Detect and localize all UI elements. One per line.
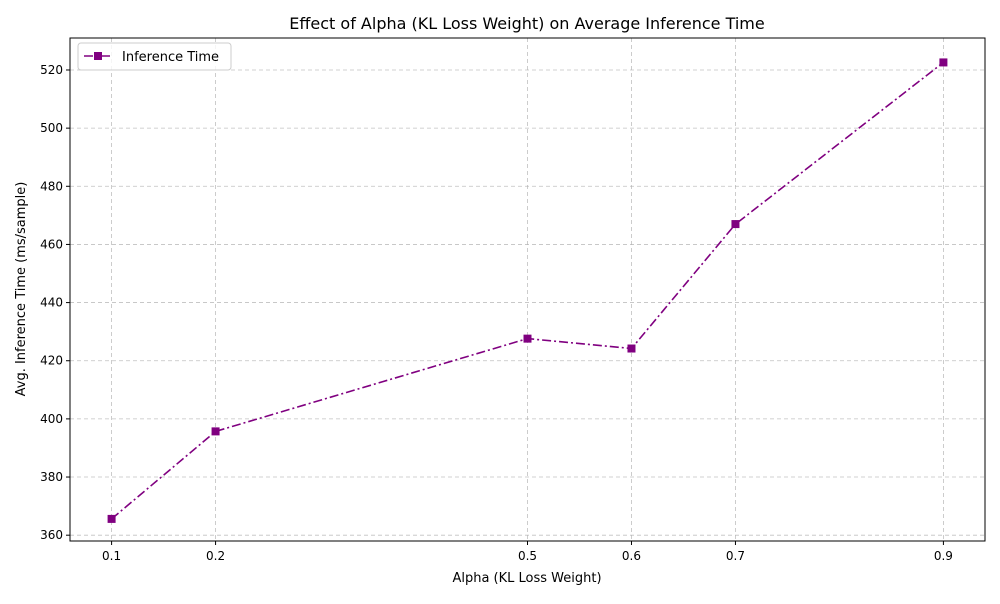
grid xyxy=(70,38,985,541)
x-tick-label: 0.2 xyxy=(206,549,225,563)
y-axis-label: Avg. Inference Time (ms/sample) xyxy=(14,182,29,397)
legend: Inference Time xyxy=(77,42,232,71)
y-tick-label: 400 xyxy=(40,412,63,426)
x-tick-label: 0.6 xyxy=(622,549,641,563)
data-point-marker xyxy=(627,344,636,353)
y-tick-label: 520 xyxy=(40,63,63,77)
x-axis-label: Alpha (KL Loss Weight) xyxy=(452,571,601,586)
y-tick-label: 360 xyxy=(40,528,63,542)
y-tick-label: 420 xyxy=(40,354,63,368)
series-line xyxy=(111,61,944,520)
data-point-marker xyxy=(211,427,220,436)
series-layer xyxy=(107,58,948,523)
x-tick-label: 0.1 xyxy=(102,549,121,563)
ticks: 0.1 0.2 0.5 0.6 0.7 0.9 360 380 400 420 440 460 480 5… xyxy=(40,63,953,563)
data-point-marker xyxy=(107,514,116,523)
legend-marker xyxy=(94,52,102,60)
data-point-marker xyxy=(731,220,740,229)
data-point-marker xyxy=(939,58,948,67)
x-tick-label: 0.7 xyxy=(726,549,745,563)
x-tick-label: 0.5 xyxy=(518,549,537,563)
y-tick-label: 500 xyxy=(40,121,63,135)
y-tick-label: 460 xyxy=(40,237,63,251)
y-tick-label: 440 xyxy=(40,296,63,310)
x-tick-label: 0.9 xyxy=(934,549,953,563)
legend-box xyxy=(77,42,232,71)
chart-title: Effect of Alpha (KL Loss Weight) on Aver… xyxy=(289,14,764,33)
legend-label: Inference Time xyxy=(122,50,219,65)
y-tick-label: 480 xyxy=(40,179,63,193)
y-tick-label: 380 xyxy=(40,470,63,484)
data-point-marker xyxy=(523,334,532,343)
